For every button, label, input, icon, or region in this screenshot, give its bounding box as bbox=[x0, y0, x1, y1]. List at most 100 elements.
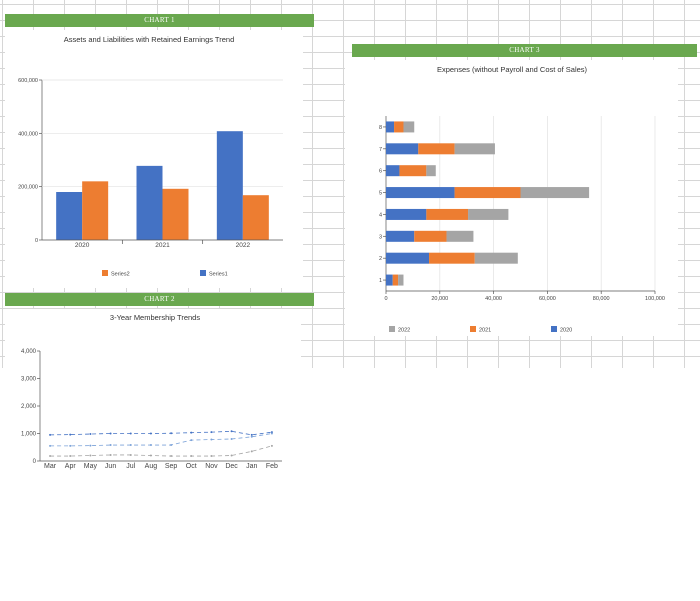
chart1-legend-swatch bbox=[200, 270, 206, 276]
assets-liabilities-chart: Assets and Liabilities with Retained Ear… bbox=[18, 35, 283, 278]
chart2-banner: CHART 2 bbox=[5, 293, 314, 306]
chart2-x-tick-label: Sep bbox=[165, 463, 178, 470]
chart3-x-tick-label: 80,000 bbox=[593, 296, 610, 302]
chart3-bar-segment bbox=[399, 165, 427, 177]
chart3-bar-segment bbox=[454, 143, 495, 155]
chart1-y-tick-label: 600,000 bbox=[18, 78, 38, 84]
chart2-point bbox=[190, 431, 193, 434]
chart2-x-tick-label: Dec bbox=[225, 463, 238, 470]
chart1-bar bbox=[242, 195, 269, 240]
chart1-x-tick-label: 2021 bbox=[155, 242, 170, 249]
chart1-bar bbox=[216, 131, 243, 240]
chart1-bar bbox=[56, 192, 83, 240]
chart1-legend-label: Series2 bbox=[111, 272, 130, 278]
chart3-y-tick-label: 6 bbox=[379, 169, 382, 175]
chart3-x-tick-label: 40,000 bbox=[485, 296, 502, 302]
chart3-legend-swatch bbox=[470, 326, 476, 332]
chart2-point bbox=[230, 438, 233, 440]
chart3-legend-label: 2020 bbox=[560, 328, 572, 334]
chart3-y-tick-label: 4 bbox=[379, 212, 382, 218]
chart2-point bbox=[230, 454, 233, 457]
chart2-y-tick-label: 2,000 bbox=[21, 404, 37, 410]
chart2-point bbox=[270, 432, 273, 435]
chart3-bar-segment bbox=[446, 230, 474, 242]
chart2-point bbox=[129, 444, 132, 447]
chart3-bar-segment bbox=[386, 230, 415, 242]
chart2-point bbox=[170, 444, 173, 447]
chart2-series-line bbox=[50, 430, 272, 436]
chart2-series-line bbox=[50, 445, 273, 457]
chart2-point bbox=[69, 455, 72, 458]
chart3-bar-segment bbox=[414, 230, 447, 242]
chart3-bar-segment bbox=[454, 187, 521, 199]
chart2-point bbox=[69, 444, 72, 447]
chart3-x-tick-label: 100,000 bbox=[645, 296, 665, 302]
chart2-point bbox=[49, 444, 52, 447]
chart2-point bbox=[109, 432, 112, 435]
chart2-x-tick-label: Jun bbox=[105, 463, 116, 470]
chart2-point bbox=[49, 433, 52, 436]
chart2-y-tick-label: 4,000 bbox=[21, 349, 37, 355]
chart2-point bbox=[210, 431, 213, 434]
chart3-legend-label: 2022 bbox=[398, 328, 410, 334]
chart2-x-tick-label: Oct bbox=[186, 463, 197, 470]
chart3-x-tick-label: 60,000 bbox=[539, 296, 556, 302]
chart2-y-tick-label: 3,000 bbox=[21, 377, 37, 383]
chart1-y-tick-label: 0 bbox=[35, 238, 38, 244]
chart3-bar-segment bbox=[386, 274, 393, 286]
chart2-point bbox=[109, 453, 112, 456]
chart3-bar-segment bbox=[394, 121, 404, 133]
chart1-banner: CHART 1 bbox=[5, 14, 314, 27]
chart3-bar-segment bbox=[474, 252, 518, 264]
chart2-x-tick-label: Aug bbox=[145, 463, 158, 470]
chart1-panel: Assets and Liabilities with Retained Ear… bbox=[5, 30, 303, 288]
chart1-bar bbox=[162, 188, 189, 240]
chart2-point bbox=[230, 430, 233, 433]
chart2-x-tick-label: Nov bbox=[205, 463, 218, 470]
chart3-bar-segment bbox=[386, 252, 430, 264]
chart2-point bbox=[149, 432, 152, 435]
chart1-x-tick-label: 2022 bbox=[236, 242, 251, 249]
chart2-title: 3-Year Membership Trends bbox=[110, 313, 200, 322]
chart1-bar bbox=[82, 181, 109, 240]
chart2-point bbox=[270, 444, 273, 447]
chart1-title: Assets and Liabilities with Retained Ear… bbox=[64, 35, 235, 44]
chart2-series-line bbox=[50, 433, 272, 447]
chart3-banner: CHART 3 bbox=[352, 44, 697, 57]
chart3-y-tick-label: 1 bbox=[379, 278, 382, 284]
chart3-title: Expenses (without Payroll and Cost of Sa… bbox=[437, 65, 588, 74]
chart2-point bbox=[49, 455, 52, 458]
chart3-bar-segment bbox=[386, 187, 455, 199]
chart1-legend-label: Series1 bbox=[209, 272, 228, 278]
chart3-bar-segment bbox=[418, 143, 455, 155]
chart2-point bbox=[129, 432, 132, 435]
chart1-y-tick-label: 400,000 bbox=[18, 131, 38, 137]
chart1-y-tick-label: 200,000 bbox=[18, 185, 38, 191]
chart3-panel: Expenses (without Payroll and Cost of Sa… bbox=[345, 60, 678, 336]
membership-chart: 3-Year Membership Trends 0 1,000 2,000 3,00… bbox=[21, 313, 282, 470]
chart2-point bbox=[89, 433, 92, 436]
chart2-point bbox=[89, 444, 92, 447]
chart3-y-tick-label: 2 bbox=[379, 256, 382, 262]
chart1-bar bbox=[136, 165, 163, 240]
chart3-bar-segment bbox=[429, 252, 475, 264]
chart2-x-tick-label: Apr bbox=[65, 463, 77, 470]
chart2-point bbox=[69, 433, 72, 436]
chart3-legend-swatch bbox=[551, 326, 557, 332]
chart3-x-tick-label: 0 bbox=[384, 296, 387, 302]
chart2-point bbox=[210, 438, 213, 441]
chart3-legend-swatch bbox=[389, 326, 395, 332]
chart2-y-tick-label: 0 bbox=[33, 459, 37, 465]
chart1-x-tick-label: 2020 bbox=[75, 242, 90, 249]
chart3-bar-segment bbox=[386, 165, 400, 177]
chart2-x-tick-label: Jul bbox=[126, 463, 135, 470]
chart3-y-tick-label: 3 bbox=[379, 234, 382, 240]
chart1-legend-swatch bbox=[102, 270, 108, 276]
chart2-point bbox=[270, 431, 273, 434]
chart3-bar-segment bbox=[520, 187, 590, 199]
chart2-point bbox=[129, 453, 132, 456]
chart2-point bbox=[149, 454, 152, 457]
chart2-point bbox=[149, 444, 152, 447]
chart2-point bbox=[170, 455, 173, 458]
chart2-point bbox=[250, 435, 253, 438]
